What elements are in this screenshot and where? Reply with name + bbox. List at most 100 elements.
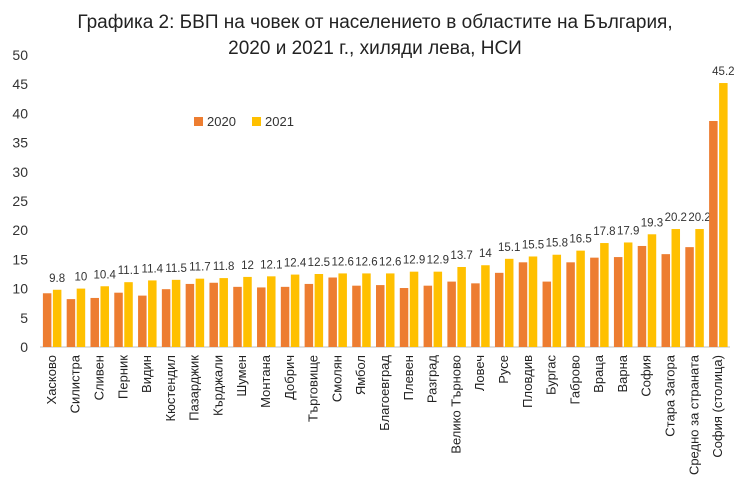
bar-2020	[42, 293, 52, 347]
bar-2021	[195, 278, 205, 347]
bar-2021	[552, 254, 562, 347]
data-label-2021: 11.4	[142, 263, 164, 275]
x-tick-label: Средно за страната	[686, 354, 701, 475]
data-label-2021: 13.7	[450, 250, 472, 262]
bar-2020	[233, 286, 242, 347]
data-label-2021: 15.8	[546, 238, 568, 250]
data-label-2021: 11.7	[189, 262, 211, 274]
bar-2020	[661, 254, 671, 347]
bar-2020	[185, 283, 195, 347]
bar-2020	[447, 281, 456, 347]
x-tick-label: Кърджали	[210, 355, 225, 416]
data-label-2021: 12.6	[355, 256, 377, 268]
x-tick-label: Видин	[139, 355, 154, 393]
bar-2020	[90, 297, 99, 347]
data-label-2021: 9.8	[49, 273, 65, 285]
bar-2021	[338, 273, 347, 347]
bar-2021	[124, 282, 133, 347]
bar-2021	[695, 229, 704, 347]
bar-2021	[481, 265, 490, 347]
data-label-2021: 11.1	[118, 265, 140, 277]
data-label-2021: 12.9	[403, 255, 425, 267]
x-tick-label: Сливен	[91, 355, 106, 400]
data-label-2021: 11.5	[165, 263, 187, 275]
x-tick-label: Бургас	[544, 355, 559, 396]
x-tick-label: Пазарджик	[187, 355, 202, 421]
data-label-2021: 12	[241, 260, 254, 272]
bar-2021	[100, 286, 109, 347]
bar-2020	[328, 277, 337, 347]
x-tick-label: Търговище	[306, 355, 321, 422]
x-tick-label: Кюстендил	[163, 355, 178, 421]
y-tick-label: 5	[20, 310, 28, 326]
bar-2021	[362, 273, 371, 347]
bar-2020	[304, 283, 314, 347]
bar-2021	[52, 289, 62, 347]
bar-2021	[457, 266, 466, 347]
data-label-2021: 45.2	[712, 66, 734, 78]
bar-2020	[423, 285, 433, 347]
bar-2021	[528, 256, 538, 347]
x-tick-label: Стара Загора	[663, 354, 678, 436]
bar-2021	[243, 276, 252, 347]
bar-2021	[219, 278, 228, 347]
x-tick-label: Пловдив	[520, 355, 535, 408]
bar-2021	[719, 83, 728, 348]
bar-2020	[566, 262, 575, 347]
data-label-2021: 12.6	[331, 256, 353, 268]
data-label-2021: 12.1	[260, 259, 282, 271]
data-label-2021: 14	[479, 248, 492, 260]
bar-2020	[399, 288, 409, 347]
legend-swatch-2020	[194, 117, 203, 126]
data-label-2021: 15.1	[498, 242, 520, 254]
x-tick-label: Силистра	[68, 354, 83, 413]
data-label-2021: 17.8	[593, 226, 615, 238]
y-tick-label: 10	[12, 281, 28, 297]
bar-2020	[257, 287, 266, 347]
bar-2021	[148, 280, 157, 347]
bar-2021	[76, 288, 86, 347]
bar-2020	[613, 257, 623, 347]
data-label-2021: 16.5	[569, 234, 591, 246]
x-tick-label: Монтана	[258, 354, 273, 408]
x-tick-label: Шумен	[234, 355, 249, 397]
bar-2021	[576, 250, 585, 347]
data-label-2021: 17.9	[617, 225, 639, 237]
legend-label-2021: 2021	[265, 114, 294, 129]
bar-2020	[542, 281, 552, 347]
bar-2021	[600, 243, 609, 347]
bar-2021	[671, 229, 681, 347]
data-label-2021: 10.4	[94, 269, 117, 281]
bar-2020	[494, 272, 504, 347]
bar-2021	[314, 274, 324, 347]
y-tick-label: 35	[12, 135, 28, 151]
data-label-2021: 20.2	[688, 212, 710, 224]
x-tick-label: Плевен	[401, 355, 416, 400]
data-label-2021: 12.6	[379, 256, 401, 268]
x-tick-label: Разград	[425, 355, 440, 403]
y-tick-label: 50	[12, 47, 28, 63]
x-tick-label: Габрово	[567, 355, 582, 404]
bar-2021	[409, 271, 419, 347]
bar-2020	[471, 283, 480, 347]
data-label-2021: 12.5	[308, 257, 330, 269]
x-tick-label: София (столица)	[710, 355, 725, 458]
y-tick-label: 40	[12, 105, 28, 121]
data-label-2021: 12.4	[284, 258, 307, 270]
x-tick-label: Варна	[615, 354, 630, 392]
x-tick-label: Благоевград	[377, 355, 392, 431]
bar-2021	[433, 271, 443, 347]
x-tick-label: Добрич	[282, 355, 297, 400]
bar-2021	[290, 274, 300, 347]
chart-title-line-1: Графика 2: БВП на човек от населението в…	[77, 12, 673, 33]
bar-2020	[161, 289, 171, 347]
y-tick-label: 45	[12, 76, 28, 92]
y-tick-label: 15	[12, 251, 28, 267]
bar-2020	[637, 245, 647, 347]
bar-2020	[66, 299, 76, 347]
bar-2021	[504, 258, 514, 347]
x-tick-label: Ловеч	[472, 355, 487, 391]
bar-2020	[590, 257, 599, 347]
data-label-2021: 11.8	[213, 261, 235, 273]
